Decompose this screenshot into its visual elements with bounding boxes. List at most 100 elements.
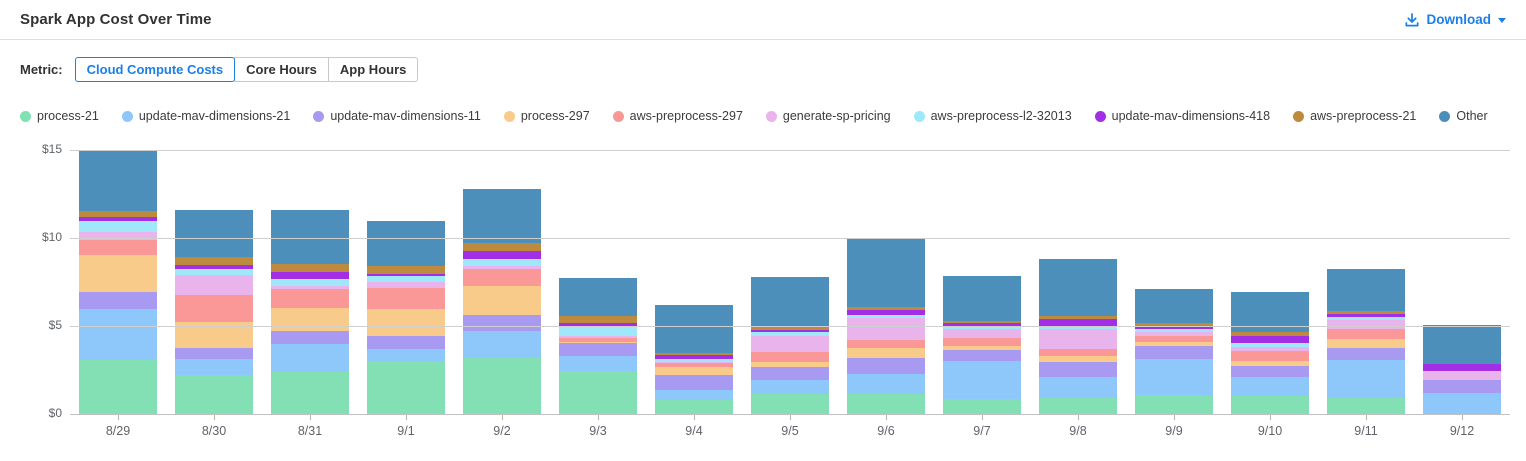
bar-segment-process-21[interactable] xyxy=(1327,397,1405,414)
bar-segment-process-297[interactable] xyxy=(1039,356,1117,362)
bar-segment-aws-preprocess-l2-32013[interactable] xyxy=(751,332,829,337)
bar-segment-aws-preprocess-21[interactable] xyxy=(559,315,637,324)
bar-segment-aws-preprocess-297[interactable] xyxy=(847,339,925,349)
bar-segment-process-297[interactable] xyxy=(1231,360,1309,366)
download-button[interactable]: Download xyxy=(1404,12,1506,28)
bar-segment-update-mav-dimensions-21[interactable] xyxy=(175,358,253,375)
bar-segment-aws-preprocess-297[interactable] xyxy=(271,289,349,308)
bar-segment-other[interactable] xyxy=(1423,325,1501,364)
bar-segment-aws-preprocess-21[interactable] xyxy=(1135,323,1213,326)
bar-segment-generate-sp-pricing[interactable] xyxy=(1231,347,1309,351)
bar-segment-aws-preprocess-21[interactable] xyxy=(847,306,925,310)
bar-segment-aws-preprocess-l2-32013[interactable] xyxy=(463,259,541,266)
stacked-bar-9-3[interactable] xyxy=(559,277,637,414)
bar-segment-update-mav-dimensions-21[interactable] xyxy=(847,374,925,394)
stacked-bar-8-31[interactable] xyxy=(271,210,349,414)
bar-segment-process-297[interactable] xyxy=(751,362,829,368)
bar-segment-other[interactable] xyxy=(1327,268,1405,311)
bar-segment-update-mav-dimensions-11[interactable] xyxy=(463,315,541,331)
bar-segment-aws-preprocess-21[interactable] xyxy=(463,242,541,252)
bar-segment-update-mav-dimensions-418[interactable] xyxy=(1039,319,1117,327)
bar-segment-aws-preprocess-21[interactable] xyxy=(175,257,253,266)
bar-segment-update-mav-dimensions-11[interactable] xyxy=(1423,379,1501,394)
bar-segment-update-mav-dimensions-21[interactable] xyxy=(463,330,541,359)
bar-segment-update-mav-dimensions-21[interactable] xyxy=(751,380,829,395)
bar-segment-aws-preprocess-297[interactable] xyxy=(79,239,157,256)
bar-segment-update-mav-dimensions-11[interactable] xyxy=(847,357,925,375)
bar-segment-generate-sp-pricing[interactable] xyxy=(655,361,733,364)
bar-segment-generate-sp-pricing[interactable] xyxy=(1039,329,1117,349)
bar-segment-process-297[interactable] xyxy=(79,255,157,292)
bar-segment-other[interactable] xyxy=(1135,289,1213,324)
bar-segment-aws-preprocess-l2-32013[interactable] xyxy=(847,315,925,319)
bar-segment-aws-preprocess-l2-32013[interactable] xyxy=(1135,329,1213,333)
bar-segment-generate-sp-pricing[interactable] xyxy=(175,275,253,296)
bar-segment-aws-preprocess-21[interactable] xyxy=(271,264,349,272)
bar-segment-update-mav-dimensions-418[interactable] xyxy=(751,329,829,333)
bar-segment-process-297[interactable] xyxy=(1327,339,1405,349)
bar-segment-update-mav-dimensions-11[interactable] xyxy=(1135,345,1213,359)
bar-segment-update-mav-dimensions-21[interactable] xyxy=(271,344,349,372)
stacked-bar-9-1[interactable] xyxy=(367,221,445,414)
bar-segment-aws-preprocess-297[interactable] xyxy=(1039,348,1117,357)
bar-segment-other[interactable] xyxy=(655,304,733,353)
bar-segment-aws-preprocess-21[interactable] xyxy=(943,320,1021,324)
bar-segment-process-297[interactable] xyxy=(367,308,445,336)
bar-segment-aws-preprocess-l2-32013[interactable] xyxy=(79,221,157,233)
bar-segment-generate-sp-pricing[interactable] xyxy=(463,265,541,270)
bar-segment-update-mav-dimensions-21[interactable] xyxy=(367,348,445,362)
stacked-bar-8-29[interactable] xyxy=(79,150,157,414)
bar-segment-aws-preprocess-l2-32013[interactable] xyxy=(175,268,253,276)
bar-segment-update-mav-dimensions-21[interactable] xyxy=(1231,376,1309,397)
bar-segment-update-mav-dimensions-11[interactable] xyxy=(79,291,157,310)
stacked-bar-9-8[interactable] xyxy=(1039,258,1117,414)
bar-segment-other[interactable] xyxy=(463,188,541,243)
legend-item-aws-preprocess-l2-32013[interactable]: aws-preprocess-l2-32013 xyxy=(913,109,1072,123)
bar-segment-process-21[interactable] xyxy=(1135,395,1213,414)
bar-segment-process-21[interactable] xyxy=(847,393,925,414)
bar-segment-update-mav-dimensions-418[interactable] xyxy=(655,354,733,360)
bar-segment-generate-sp-pricing[interactable] xyxy=(1327,320,1405,330)
bar-segment-process-21[interactable] xyxy=(271,371,349,414)
bar-segment-generate-sp-pricing[interactable] xyxy=(1135,332,1213,336)
bar-segment-other[interactable] xyxy=(271,210,349,265)
bar-segment-aws-preprocess-297[interactable] xyxy=(175,295,253,323)
bar-segment-process-297[interactable] xyxy=(943,345,1021,350)
bar-segment-process-297[interactable] xyxy=(463,286,541,316)
bar-segment-aws-preprocess-297[interactable] xyxy=(751,352,829,363)
bar-segment-process-21[interactable] xyxy=(1039,397,1117,414)
bar-segment-aws-preprocess-297[interactable] xyxy=(367,288,445,309)
bar-segment-aws-preprocess-297[interactable] xyxy=(1135,335,1213,342)
bar-segment-generate-sp-pricing[interactable] xyxy=(943,329,1021,339)
bar-segment-update-mav-dimensions-418[interactable] xyxy=(1231,336,1309,344)
bar-segment-update-mav-dimensions-418[interactable] xyxy=(271,271,349,280)
legend-item-update-mav-dimensions-11[interactable]: update-mav-dimensions-11 xyxy=(313,109,481,123)
bar-segment-update-mav-dimensions-418[interactable] xyxy=(1327,314,1405,317)
bar-segment-other[interactable] xyxy=(79,150,157,211)
bar-segment-aws-preprocess-21[interactable] xyxy=(1231,332,1309,337)
bar-segment-update-mav-dimensions-418[interactable] xyxy=(367,274,445,277)
bar-segment-update-mav-dimensions-11[interactable] xyxy=(1231,365,1309,377)
bar-segment-process-21[interactable] xyxy=(367,361,445,414)
bar-segment-aws-preprocess-297[interactable] xyxy=(1327,329,1405,340)
stacked-bar-9-12[interactable] xyxy=(1423,325,1501,414)
bar-segment-generate-sp-pricing[interactable] xyxy=(79,232,157,240)
bar-segment-other[interactable] xyxy=(751,276,829,327)
bar-segment-aws-preprocess-297[interactable] xyxy=(559,338,637,342)
stacked-bar-8-30[interactable] xyxy=(175,210,253,414)
bar-segment-process-21[interactable] xyxy=(463,358,541,414)
bar-segment-generate-sp-pricing[interactable] xyxy=(367,282,445,289)
bar-segment-process-21[interactable] xyxy=(1231,396,1309,414)
bar-segment-other[interactable] xyxy=(175,210,253,258)
bar-segment-aws-preprocess-l2-32013[interactable] xyxy=(271,279,349,286)
bar-segment-update-mav-dimensions-11[interactable] xyxy=(1039,361,1117,377)
bar-segment-other[interactable] xyxy=(1039,258,1117,316)
metric-tab-cloud-compute-costs[interactable]: Cloud Compute Costs xyxy=(74,57,236,82)
bar-segment-update-mav-dimensions-21[interactable] xyxy=(1327,359,1405,398)
stacked-bar-9-10[interactable] xyxy=(1231,292,1309,414)
stacked-bar-9-5[interactable] xyxy=(751,276,829,414)
bar-segment-aws-preprocess-l2-32013[interactable] xyxy=(367,276,445,283)
bar-segment-update-mav-dimensions-21[interactable] xyxy=(1135,358,1213,396)
bar-segment-other[interactable] xyxy=(847,238,925,307)
bar-segment-update-mav-dimensions-11[interactable] xyxy=(655,374,733,391)
